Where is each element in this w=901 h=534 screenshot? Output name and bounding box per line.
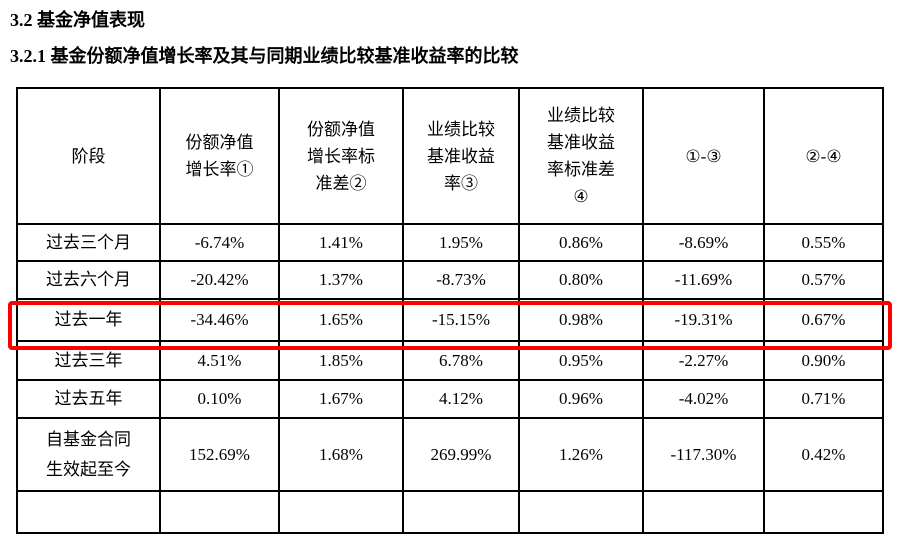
table-row-past-3-years: 过去三年 4.51% 1.85% 6.78% 0.95% -2.27% 0.90… (16, 340, 884, 381)
table-row-past-6-months: 过去六个月 -20.42% 1.37% -8.73% 0.80% -11.69%… (16, 260, 884, 300)
cell-value: -19.31% (642, 298, 765, 342)
cell-value: 0.96% (518, 379, 644, 419)
table-row-since-inception: 自基金合同 生效起至今 152.69% 1.68% 269.99% 1.26% … (16, 417, 884, 492)
row-label: 过去一年 (16, 298, 161, 342)
row-label: 过去三个月 (16, 223, 161, 262)
cell-value: -4.02% (642, 379, 765, 419)
cell-value: -15.15% (402, 298, 520, 342)
cell-value: 0.10% (159, 379, 280, 419)
fund-performance-table: 阶段 份额净值 增长率① 份额净值 增长率标 准差② 业绩比较 基准收益 率③ … (16, 87, 884, 534)
header-row: 阶段 份额净值 增长率① 份额净值 增长率标 准差② 业绩比较 基准收益 率③ … (16, 87, 884, 225)
cell-value: 0.42% (763, 417, 884, 492)
col-header-benchmark-return: 业绩比较 基准收益 率③ (402, 87, 520, 225)
cell-value: -117.30% (642, 417, 765, 492)
cell-value: 0.71% (763, 379, 884, 419)
cell-value: 0.98% (518, 298, 644, 342)
table-row-past-5-years: 过去五年 0.10% 1.67% 4.12% 0.96% -4.02% 0.71… (16, 379, 884, 419)
cell-value: 269.99% (402, 417, 520, 492)
subsection-title: 3.2.1 基金份额净值增长率及其与同期业绩比较基准收益率的比较 (10, 46, 519, 66)
cell-value: -34.46% (159, 298, 280, 342)
cell-value: 6.78% (402, 340, 520, 381)
table-row-past-3-months: 过去三个月 -6.74% 1.41% 1.95% 0.86% -8.69% 0.… (16, 223, 884, 262)
cell-value: 1.65% (278, 298, 404, 342)
row-label: 过去五年 (16, 379, 161, 419)
cell-value: 1.41% (278, 223, 404, 262)
row-label: 自基金合同 生效起至今 (16, 417, 161, 492)
cell-value: -6.74% (159, 223, 280, 262)
cell-value: 1.67% (278, 379, 404, 419)
cell-value: 1.26% (518, 417, 644, 492)
cell-value: 0.57% (763, 260, 884, 300)
table-row-past-1-year-highlighted: 过去一年 -34.46% 1.65% -15.15% 0.98% -19.31%… (16, 298, 884, 342)
cell-value: 0.80% (518, 260, 644, 300)
cell-value: 1.37% (278, 260, 404, 300)
cell-value: -20.42% (159, 260, 280, 300)
cell-value: -11.69% (642, 260, 765, 300)
col-header-diff-1-3: ①-③ (642, 87, 765, 225)
cell-value: 1.68% (278, 417, 404, 492)
col-header-benchmark-stdev: 业绩比较 基准收益 率标准差 ④ (518, 87, 644, 225)
cell-value: 4.51% (159, 340, 280, 381)
cell-value: -8.69% (642, 223, 765, 262)
row-label: 过去三年 (16, 340, 161, 381)
col-header-nav-growth-stdev: 份额净值 增长率标 准差② (278, 87, 404, 225)
row-label: 过去六个月 (16, 260, 161, 300)
cell-value: -8.73% (402, 260, 520, 300)
table-row-clipped (16, 490, 884, 534)
cell-value: 0.95% (518, 340, 644, 381)
section-title: 3.2 基金净值表现 (10, 10, 145, 30)
cell-value: 0.55% (763, 223, 884, 262)
cell-value: 4.12% (402, 379, 520, 419)
cell-value: 1.95% (402, 223, 520, 262)
col-header-period: 阶段 (16, 87, 161, 225)
cell-value: 152.69% (159, 417, 280, 492)
cell-value: -2.27% (642, 340, 765, 381)
col-header-diff-2-4: ②-④ (763, 87, 884, 225)
col-header-nav-growth: 份额净值 增长率① (159, 87, 280, 225)
cell-value: 0.86% (518, 223, 644, 262)
cell-value: 0.67% (763, 298, 884, 342)
cell-value: 1.85% (278, 340, 404, 381)
cell-value: 0.90% (763, 340, 884, 381)
